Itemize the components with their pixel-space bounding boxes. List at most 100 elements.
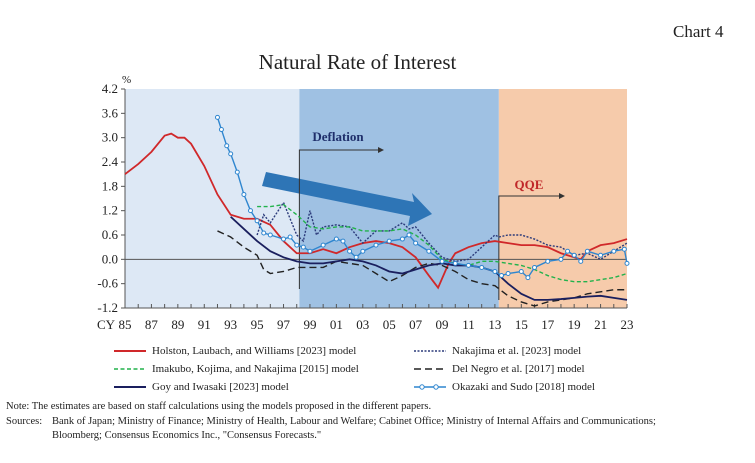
x-tick-label: 05 — [383, 317, 396, 332]
y-tick-label: -0.6 — [97, 276, 118, 291]
x-tick-label: 85 — [119, 317, 132, 332]
plot-area: 4.2 3.6 3.0 2.4 1.8 1.2 0.6 0.0 -0.6 -1.2% 85 87 89 9… — [97, 74, 634, 332]
series-point — [234, 169, 240, 175]
x-axis-label: CY — [97, 317, 116, 332]
deflation-label: Deflation — [312, 129, 364, 144]
series-point — [578, 258, 584, 264]
series-point — [267, 232, 273, 238]
series-point — [465, 262, 471, 268]
series-point — [406, 232, 412, 238]
series-point — [254, 218, 260, 224]
x-tick-label: 97 — [277, 317, 291, 332]
series-point — [598, 252, 604, 258]
y-tick-label: 4.2 — [102, 81, 118, 96]
series-point — [518, 269, 524, 274]
series-point — [261, 230, 267, 236]
legend-label: Del Negro et al. [2017] model — [452, 363, 585, 375]
y-tick-label: 3.0 — [102, 130, 118, 145]
series-point — [452, 260, 458, 266]
series-point — [373, 242, 379, 248]
series-point — [386, 238, 392, 244]
series-point — [611, 248, 617, 254]
deflation-arrowhead — [378, 147, 384, 153]
legend-label: Nakajima et al. [2023] model — [452, 345, 582, 357]
legend-swatch — [114, 386, 146, 389]
series-point — [300, 244, 306, 250]
y-tick-label: 2.4 — [102, 154, 119, 169]
series-point — [399, 236, 405, 242]
series-line-3 — [217, 230, 627, 307]
x-tick-label: 19 — [568, 317, 581, 332]
legend-item: Okazaki and Sudo [2018] model — [412, 381, 595, 393]
y-tick-label: 1.8 — [102, 178, 118, 193]
legend-item: Del Negro et al. [2017] model — [412, 363, 585, 375]
x-tick-label: 89 — [171, 317, 184, 332]
series-point — [228, 151, 234, 157]
series-point — [224, 143, 230, 149]
x-tick-label: 13 — [488, 317, 501, 332]
y-axis-unit: % — [122, 74, 131, 86]
legend-item: Holston, Laubach, and Williams [2023] mo… — [112, 345, 356, 357]
series-point — [492, 269, 498, 274]
y-tick-label: -1.2 — [97, 300, 118, 315]
note-text: Note: The estimates are based on staff c… — [6, 401, 432, 412]
deflation-marker — [298, 149, 382, 289]
series-point — [218, 127, 224, 133]
series-point — [281, 236, 287, 242]
series-point — [565, 248, 571, 254]
series-point — [413, 240, 419, 246]
trend-arrow — [262, 172, 432, 226]
x-tick-label: 95 — [251, 317, 264, 332]
sources-label: Sources: — [6, 416, 43, 427]
series-point — [294, 242, 300, 248]
series-point — [584, 248, 590, 254]
x-tick-label: 11 — [462, 317, 475, 332]
series-point — [545, 258, 551, 264]
qqe-label: QQE — [515, 177, 544, 192]
period-band-0 — [125, 89, 300, 308]
series-point — [241, 191, 247, 197]
qqe-arrowhead — [559, 193, 565, 199]
y-tick-label: 3.6 — [102, 105, 119, 120]
chart-number: Chart 4 — [673, 22, 724, 41]
legend-label: Goy and Iwasaki [2023] model — [152, 381, 289, 393]
legend-swatch — [414, 384, 446, 391]
series-point — [571, 252, 577, 258]
series-point — [248, 208, 253, 214]
series-line-1 — [256, 201, 628, 263]
legend-label: Okazaki and Sudo [2018] model — [452, 381, 595, 393]
x-tick-label: 99 — [303, 317, 316, 332]
series-point — [499, 273, 504, 279]
qqe-marker — [498, 195, 563, 300]
series-point — [340, 238, 346, 244]
x-tick-label: 23 — [621, 317, 634, 332]
series-point — [532, 264, 538, 270]
legend-item: Goy and Iwasaki [2023] model — [112, 381, 289, 393]
y-tick-label: 0.6 — [102, 227, 119, 242]
series-point — [505, 271, 511, 277]
x-tick-label: 09 — [436, 317, 449, 332]
x-tick-label: 21 — [594, 317, 607, 332]
series-line-4 — [230, 216, 628, 301]
legend-label: Imakubo, Kojima, and Nakajima [2015] mod… — [152, 363, 359, 375]
legend-label: Holston, Laubach, and Williams [2023] mo… — [152, 345, 357, 357]
x-tick-label: 93 — [224, 317, 237, 332]
series-point — [287, 234, 293, 240]
legend-swatch — [114, 350, 146, 353]
x-tick-label: 07 — [409, 317, 423, 332]
series-point — [439, 258, 445, 264]
series-point — [353, 254, 359, 260]
legend-item: Imakubo, Kojima, and Nakajima [2015] mod… — [112, 363, 359, 375]
series-point — [479, 264, 485, 270]
legend-swatch — [414, 368, 446, 371]
legend-swatch — [414, 350, 446, 353]
series-point — [333, 236, 339, 242]
series-point — [624, 260, 630, 266]
period-band-2 — [498, 89, 627, 308]
legend-item: Nakajima et al. [2023] model — [412, 345, 581, 357]
series-line-0 — [124, 132, 628, 290]
sources-line-1: Bank of Japan; Ministry of Finance; Mini… — [52, 416, 656, 427]
series-point — [320, 242, 326, 248]
x-tick-label: 03 — [356, 317, 369, 332]
